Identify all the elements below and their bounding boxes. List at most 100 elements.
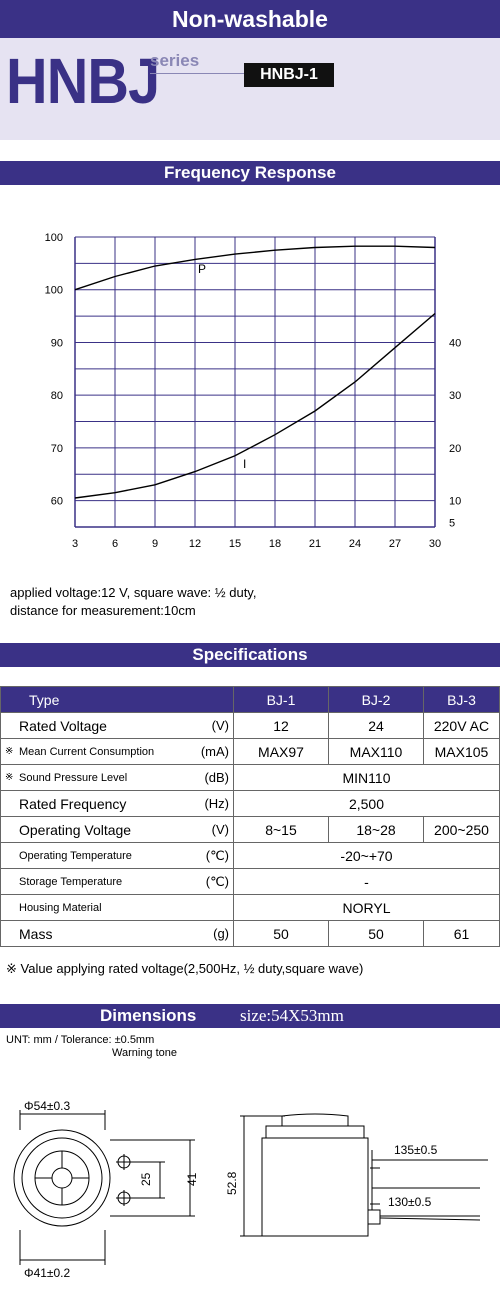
left-tick-label: 100 — [45, 285, 63, 297]
spec-row: Operating Temperature (℃) -20~+70 — [0, 842, 500, 869]
spec-value: NORYL — [233, 894, 500, 921]
spec-value-bj2: 50 — [328, 920, 424, 947]
freq-note-line1: applied voltage:12 V, square wave: ½ dut… — [10, 585, 257, 600]
spec-value: MIN110 — [233, 764, 500, 791]
spec-unit: (℃) — [205, 873, 229, 889]
left-tick-label: 90 — [51, 337, 63, 349]
chart-ticks: 3 6 9 12 15 18 21 24 27 30 100 100 90 80 70 60 40 30 20 10 5 — [45, 232, 462, 550]
series-word: series — [150, 51, 200, 70]
x-tick-label: 24 — [349, 538, 361, 550]
inner-diameter-label: Φ41±0.2 — [24, 1266, 71, 1280]
specifications-title: Specifications — [192, 645, 308, 664]
spec-row: Operating Voltage (V) 8~15 18~28 200~250 — [0, 816, 500, 843]
unit-note: UNT: mm / Tolerance: ±0.5mm — [6, 1034, 155, 1046]
tone-note: Warning tone — [112, 1047, 178, 1059]
frequency-response-title: Frequency Response — [164, 163, 336, 182]
dimensions-title: Dimensions — [100, 1006, 197, 1025]
series-banner — [0, 38, 500, 140]
spec-unit: (V) — [211, 718, 229, 733]
spec-value-bj1: 12 — [233, 712, 329, 739]
left-tick-label: 80 — [51, 390, 63, 402]
front-view — [13, 1110, 195, 1265]
spec-unit: (dB) — [204, 770, 229, 785]
spec-label: Rated Frequency — [19, 795, 127, 812]
spec-value-bj2: 18~28 — [328, 816, 424, 843]
spec-header-row: Type BJ-1 BJ-2 BJ-3 — [0, 686, 500, 713]
left-tick-label: 100 — [45, 232, 63, 244]
x-tick-label: 30 — [429, 538, 441, 550]
x-tick-label: 18 — [269, 538, 281, 550]
lead-130-label: 130±0.5 — [388, 1195, 432, 1209]
series-name: HNBJ — [6, 45, 160, 117]
spec-label: Mean Current Consumption — [19, 745, 155, 758]
header-type: Type — [0, 686, 234, 713]
height-528-label: 52.8 — [225, 1171, 239, 1195]
x-tick-label: 27 — [389, 538, 401, 550]
spec-table: Type BJ-1 BJ-2 BJ-3 Rated Voltage (V) 12 24… — [0, 686, 500, 947]
spec-value-bj2: MAX110 — [328, 738, 424, 765]
spec-label: Operating Voltage — [19, 821, 132, 838]
spec-label: Storage Temperature — [19, 875, 123, 888]
spec-row: Mass (g) 50 50 61 — [0, 920, 500, 947]
x-tick-label: 12 — [189, 538, 201, 550]
top-title-bar: Non-washable — [0, 0, 500, 38]
top-title: Non-washable — [172, 6, 328, 32]
right-tick-label: 10 — [449, 496, 461, 508]
spec-value-bj3: 200~250 — [423, 816, 500, 843]
header-bj3: BJ-3 — [423, 686, 500, 713]
left-tick-label: 70 — [51, 443, 63, 455]
left-tick-label: 60 — [51, 496, 63, 508]
series-i-label: I — [243, 457, 246, 471]
spec-row: Rated Voltage (V) 12 24 220V AC — [0, 712, 500, 739]
series-underline — [150, 73, 246, 74]
model-badge: HNBJ-1 — [244, 63, 334, 87]
dimension-drawing: Φ54±0.3 Φ41±0.2 25 41 52.8 135±0.5 130±0… — [13, 1099, 488, 1280]
spec-label: Rated Voltage — [19, 717, 107, 734]
spec-unit: (V) — [211, 822, 229, 837]
series-p-label: P — [198, 262, 206, 276]
spec-row: Housing Material NORYL — [0, 894, 500, 921]
spec-unit: (℃) — [205, 847, 229, 863]
specifications-bar: Specifications — [0, 643, 500, 667]
dimensions-size: size:54X53mm — [240, 1006, 344, 1025]
x-tick-label: 9 — [152, 538, 158, 550]
spec-row: ※ Mean Current Consumption (mA) MAX97 MAX110… — [0, 738, 500, 765]
frequency-chart: 3 6 9 12 15 18 21 24 27 30 100 100 90 80 70 60 40 30 20 10 5… — [45, 232, 462, 550]
spec-value-bj2: 24 — [328, 712, 424, 739]
frequency-response-bar: Frequency Response — [0, 161, 500, 185]
spec-value-bj3: MAX105 — [423, 738, 500, 765]
spec-row: ※ Sound Pressure Level (dB) MIN110 — [0, 764, 500, 791]
right-tick-label: 5 — [449, 518, 455, 530]
chart-curves — [74, 245, 436, 499]
spec-value: -20~+70 — [233, 842, 500, 869]
spec-unit: (g) — [213, 926, 229, 941]
header-bj1: BJ-1 — [233, 686, 329, 713]
outer-diameter-label: Φ54±0.3 — [24, 1099, 71, 1113]
header-bj2: BJ-2 — [328, 686, 424, 713]
spec-value-bj1: MAX97 — [233, 738, 329, 765]
x-tick-label: 15 — [229, 538, 241, 550]
dimensions-bar: Dimensions size:54X53mm — [0, 1004, 500, 1028]
spec-label: Sound Pressure Level — [19, 771, 128, 784]
series-line-i — [74, 312, 436, 499]
lead-135-label: 135±0.5 — [394, 1143, 438, 1157]
spec-value: 2,500 — [233, 790, 500, 817]
spec-mark: ※ — [5, 772, 14, 783]
width-41-label: 41 — [185, 1172, 199, 1186]
spec-value: - — [233, 868, 500, 895]
spec-value-bj1: 8~15 — [233, 816, 329, 843]
x-tick-label: 6 — [112, 538, 118, 550]
spec-label: Mass — [19, 925, 53, 942]
right-tick-label: 40 — [449, 337, 461, 349]
spec-row: Rated Frequency (Hz) 2,500 — [0, 790, 500, 817]
side-view — [240, 1113, 488, 1237]
spec-row: Storage Temperature (℃) - — [0, 868, 500, 895]
spec-mark: ※ — [5, 746, 14, 757]
freq-note-line2: distance for measurement:10cm — [10, 603, 196, 618]
right-tick-label: 30 — [449, 390, 461, 402]
x-tick-label: 3 — [72, 538, 78, 550]
x-tick-label: 21 — [309, 538, 321, 550]
spec-unit: (mA) — [200, 744, 229, 759]
pitch-25-label: 25 — [139, 1172, 153, 1186]
spec-value-bj1: 50 — [233, 920, 329, 947]
